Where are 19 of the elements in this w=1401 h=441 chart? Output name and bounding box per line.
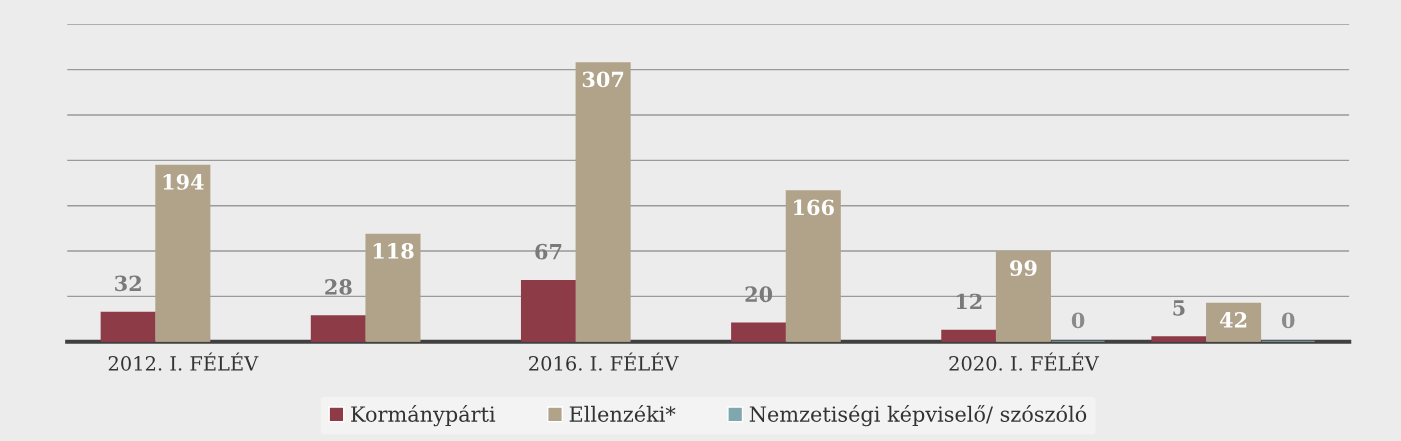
data-label: 194 <box>163 174 204 190</box>
data-label: 0 <box>1281 312 1295 329</box>
data-label: 166 <box>794 199 834 216</box>
data-label: 32 <box>115 275 141 292</box>
data-label: 12 <box>956 293 982 310</box>
legend-label: Nemzetiségi képviselő/ szószóló <box>749 404 1087 427</box>
data-label: 67 <box>535 243 562 260</box>
x-tick-label: 2016. I. FÉLÉV <box>529 352 679 371</box>
data-label: 42 <box>1219 311 1247 328</box>
x-tick-label: 2012. I. FÉLÉV <box>108 352 259 371</box>
legend-label: Kormánypárti <box>351 404 496 427</box>
data-label: 5 <box>1173 300 1185 316</box>
x-tick-label: 2020. I. FÉLÉV <box>949 352 1100 371</box>
data-label: 118 <box>373 243 414 259</box>
data-label: 28 <box>325 279 352 295</box>
data-label: 0 <box>1071 312 1085 329</box>
data-label: 307 <box>582 71 624 88</box>
legend-label: Ellenzéki* <box>569 404 676 422</box>
data-label: 99 <box>1010 260 1037 277</box>
